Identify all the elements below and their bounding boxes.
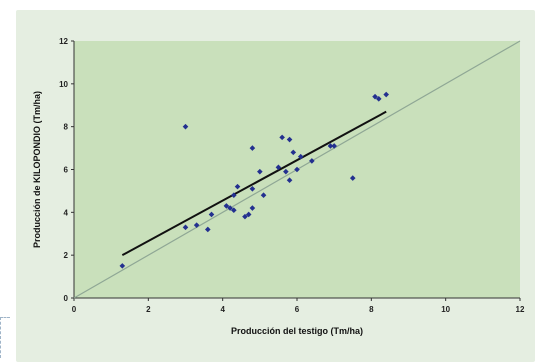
data-point — [249, 185, 256, 192]
selection-corner-marker — [0, 317, 10, 358]
data-point — [286, 177, 293, 184]
data-point — [372, 93, 378, 100]
data-point — [245, 211, 252, 218]
data-point — [349, 175, 356, 181]
y-tick-label: 0 — [64, 294, 69, 303]
x-tick-label: 12 — [516, 305, 525, 314]
data-point — [242, 213, 248, 220]
data-point — [119, 263, 126, 269]
x-tick-label: 8 — [369, 305, 374, 314]
y-tick-label: 6 — [64, 166, 69, 175]
y-axis-title: Producción de KILOPONDIO (Tm/ha) — [32, 91, 42, 248]
data-point — [231, 207, 237, 213]
x-tick-label: 4 — [220, 305, 225, 314]
y-tick-label: 10 — [59, 80, 68, 89]
data-point — [286, 136, 293, 143]
data-point — [257, 168, 263, 175]
data-point — [227, 205, 233, 211]
y-tick-label: 12 — [59, 37, 68, 46]
y-tick-label: 2 — [64, 251, 69, 260]
regression-line — [121, 110, 387, 257]
data-point — [223, 203, 230, 209]
data-point — [193, 222, 200, 228]
chart-frame: 0 2 4 6 8 10 12 0 2 4 6 8 10 12 Producción del testigo… — [16, 10, 535, 362]
data-point — [309, 158, 315, 164]
data-point — [249, 145, 256, 151]
x-tick-label: 2 — [146, 305, 151, 314]
y-tick-label: 4 — [64, 208, 69, 217]
data-point — [275, 164, 282, 171]
data-point — [182, 224, 189, 231]
data-point — [208, 211, 215, 218]
data-point — [331, 143, 337, 149]
data-point — [294, 166, 300, 173]
data-point — [290, 149, 297, 156]
data-point — [279, 134, 285, 141]
data-point — [375, 96, 382, 102]
data-point — [283, 168, 289, 175]
data-point — [249, 205, 256, 211]
data-point — [327, 143, 334, 149]
y-tick-label: 8 — [64, 123, 69, 132]
data-point — [383, 91, 389, 98]
x-axis-title: Producción del testigo (Tm/ha) — [231, 326, 363, 336]
data-point — [234, 183, 241, 190]
x-tick-label: 10 — [441, 305, 450, 314]
x-tick-label: 0 — [72, 305, 77, 314]
data-point — [297, 153, 304, 160]
data-point — [260, 192, 267, 198]
x-tick-label: 6 — [295, 305, 300, 314]
data-point — [205, 226, 211, 233]
scatter-chart: 0 2 4 6 8 10 12 0 2 4 6 8 10 12 Producción del testigo… — [32, 37, 525, 336]
data-point — [231, 192, 237, 198]
